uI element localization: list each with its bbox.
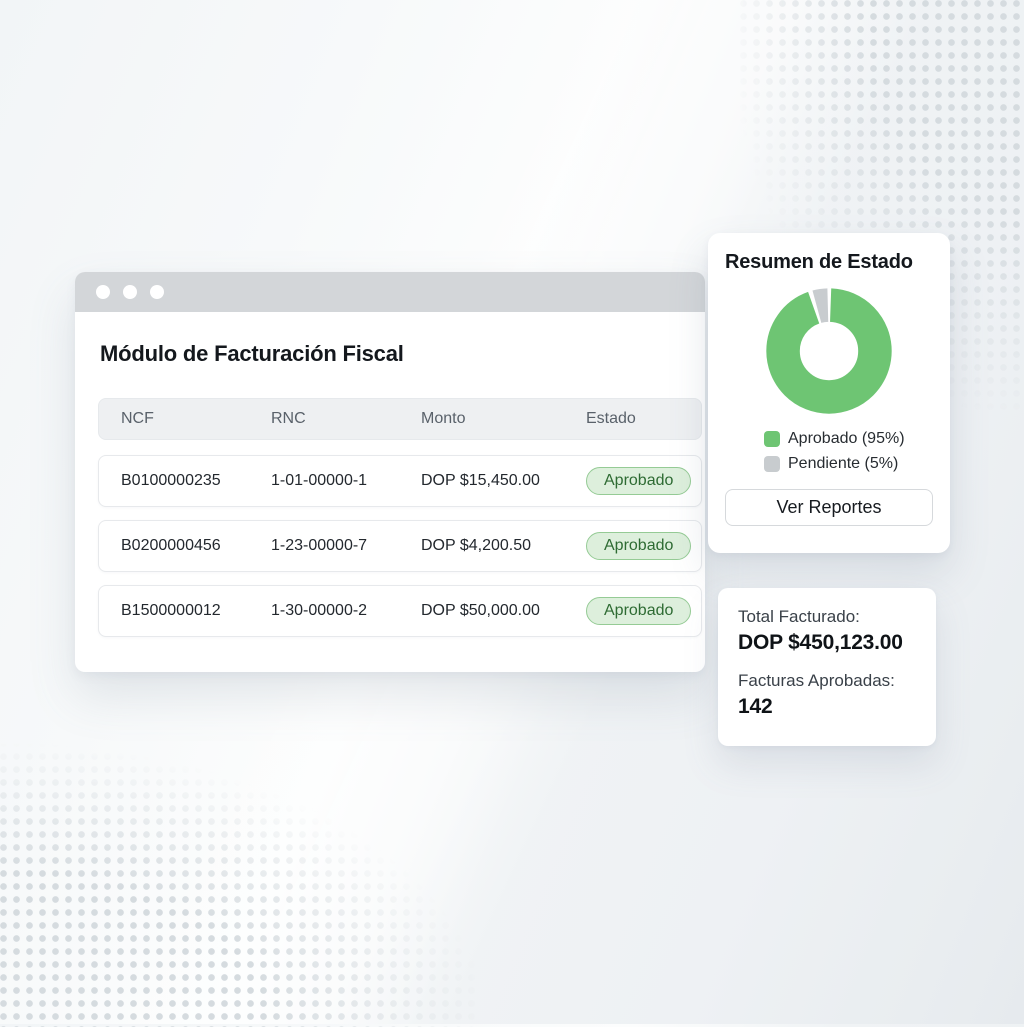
column-header-ncf: NCF — [121, 410, 154, 427]
column-header-estado: Estado — [586, 410, 636, 427]
status-badge: Aprobado — [586, 597, 692, 625]
halftone-dots-bottom-left — [0, 737, 477, 1027]
approved-invoices-value: 142 — [738, 695, 773, 718]
approved-invoices-label: Facturas Aprobadas: — [738, 671, 895, 690]
legend-label: Aprobado (95%) — [788, 430, 905, 447]
cell-rnc: 1-23-00000-7 — [271, 537, 368, 554]
legend-item-pending: Pendiente (5%) — [764, 455, 933, 473]
legend-swatch-approved-icon — [764, 431, 780, 447]
donut-segment-approved — [766, 288, 892, 414]
summary-card-title: Resumen de Estado — [725, 251, 913, 273]
cell-monto: DOP $15,450.00 — [421, 472, 540, 489]
cell-monto: DOP $4,200.50 — [421, 537, 532, 554]
column-header-monto: Monto — [421, 410, 466, 427]
cell-ncf: B1500000012 — [121, 602, 221, 619]
legend-label: Pendiente (5%) — [788, 455, 899, 472]
total-invoiced-value: DOP $450,123.00 — [738, 631, 903, 654]
status-donut-chart — [766, 288, 892, 414]
cell-rnc: 1-01-00000-1 — [271, 472, 368, 489]
status-badge: Aprobado — [586, 467, 692, 495]
table-row[interactable]: B0200000456 1-23-00000-7 DOP $4,200.50 A… — [98, 520, 702, 572]
window-control-dot-1[interactable] — [96, 285, 110, 299]
totals-card: Total Facturado: DOP $450,123.00 Factura… — [718, 588, 936, 746]
invoice-module-window: Módulo de Facturación Fiscal NCF RNC Mon… — [75, 272, 705, 672]
status-summary-card: Resumen de Estado Aprobado (95%) Pendien… — [708, 233, 950, 553]
window-control-dot-3[interactable] — [150, 285, 164, 299]
window-control-dot-2[interactable] — [123, 285, 137, 299]
legend-item-approved: Aprobado (95%) — [764, 430, 933, 448]
table-header-row: NCF RNC Monto Estado — [98, 398, 702, 440]
table-row[interactable]: B0100000235 1-01-00000-1 DOP $15,450.00 … — [98, 455, 702, 507]
table-row[interactable]: B1500000012 1-30-00000-2 DOP $50,000.00 … — [98, 585, 702, 637]
chart-legend: Aprobado (95%) Pendiente (5%) — [764, 430, 933, 473]
cell-rnc: 1-30-00000-2 — [271, 602, 368, 619]
page-title: Módulo de Facturación Fiscal — [100, 341, 404, 366]
view-reports-button[interactable]: Ver Reportes — [725, 489, 933, 526]
legend-swatch-pending-icon — [764, 456, 780, 472]
window-titlebar — [75, 272, 705, 312]
total-invoiced-label: Total Facturado: — [738, 607, 860, 626]
status-badge: Aprobado — [586, 532, 692, 560]
cell-ncf: B0200000456 — [121, 537, 221, 554]
cell-monto: DOP $50,000.00 — [421, 602, 540, 619]
column-header-rnc: RNC — [271, 410, 306, 427]
cell-ncf: B0100000235 — [121, 472, 221, 489]
